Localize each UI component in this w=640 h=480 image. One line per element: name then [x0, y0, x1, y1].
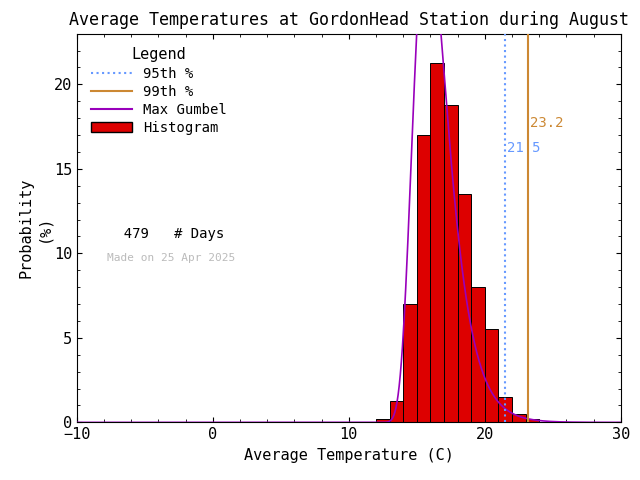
Bar [512, 414, 525, 422]
Bar [444, 106, 458, 422]
Bar [499, 397, 512, 422]
Text: Made on 25 Apr 2025: Made on 25 Apr 2025 [107, 253, 235, 263]
Title: Average Temperatures at GordonHead Station during August: Average Temperatures at GordonHead Stati… [69, 11, 628, 29]
Bar [376, 419, 390, 422]
Text: 23.2: 23.2 [531, 116, 564, 130]
Bar [471, 287, 485, 422]
Bar [458, 194, 471, 422]
Bar [525, 419, 540, 422]
Bar [485, 329, 499, 422]
Y-axis label: Probability
(%): Probability (%) [19, 178, 51, 278]
Text: 479   # Days: 479 # Days [107, 227, 224, 240]
X-axis label: Average Temperature (C): Average Temperature (C) [244, 448, 454, 463]
Legend: 95th %, 99th %, Max Gumbel, Histogram: 95th %, 99th %, Max Gumbel, Histogram [84, 40, 234, 142]
Text: 21.5: 21.5 [508, 141, 541, 155]
Bar [431, 63, 444, 422]
Bar [417, 135, 431, 422]
Bar [390, 401, 403, 422]
Bar [403, 304, 417, 422]
